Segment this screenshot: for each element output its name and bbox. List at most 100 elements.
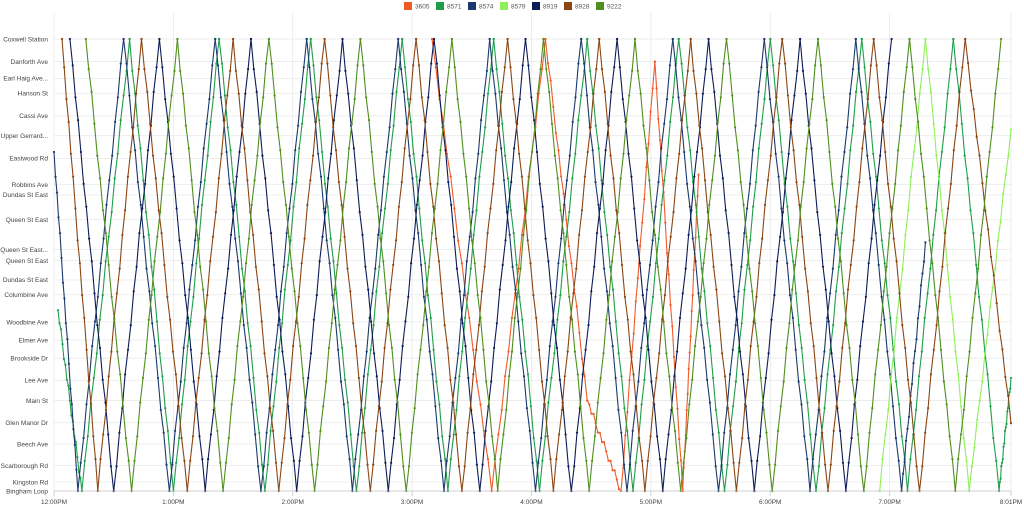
stop-point xyxy=(161,375,164,378)
legend-item-8919[interactable]: 8919 xyxy=(532,2,558,11)
stop-point xyxy=(701,92,705,95)
stop-point xyxy=(837,265,841,268)
stop-point xyxy=(312,64,315,67)
stop-point xyxy=(971,316,974,319)
legend-item-8579[interactable]: 8579 xyxy=(500,2,526,11)
stop-point xyxy=(488,37,491,41)
stop-point xyxy=(281,350,284,353)
stop-point xyxy=(93,122,96,125)
stop-point xyxy=(609,154,612,157)
stop-point xyxy=(129,324,132,327)
stop-point xyxy=(461,322,464,325)
stop-point xyxy=(650,380,653,383)
stop-point xyxy=(791,288,794,291)
stop-point xyxy=(279,149,282,152)
legend-item-8574[interactable]: 8574 xyxy=(468,2,494,11)
stop-point xyxy=(500,90,503,93)
stop-point xyxy=(761,237,764,240)
stop-point xyxy=(162,177,165,180)
stop-point xyxy=(93,320,97,323)
stop-point xyxy=(522,233,525,236)
legend-item-9222[interactable]: 9222 xyxy=(596,2,622,11)
stop-point xyxy=(332,119,335,122)
stop-point xyxy=(170,94,173,97)
stop-point xyxy=(901,324,904,327)
stop-point xyxy=(887,62,890,65)
stop-point xyxy=(955,124,958,127)
stop-point xyxy=(93,292,96,295)
stop-point xyxy=(957,458,960,461)
legend-label: 8574 xyxy=(479,4,494,11)
stop-point xyxy=(457,465,461,468)
stop-point xyxy=(139,401,142,404)
stop-point xyxy=(372,352,376,355)
stop-point xyxy=(795,181,798,184)
stop-point xyxy=(886,350,889,353)
stop-point xyxy=(430,62,433,65)
stop-point xyxy=(515,120,518,123)
stop-point xyxy=(145,267,148,270)
stop-point xyxy=(64,322,67,325)
stop-point xyxy=(703,290,706,293)
stop-point xyxy=(516,292,519,295)
stop-point xyxy=(238,150,241,154)
stop-point xyxy=(352,147,355,150)
stop-point xyxy=(475,380,478,383)
stop-point xyxy=(449,175,452,178)
stop-point xyxy=(579,405,582,408)
stop-point xyxy=(98,346,102,349)
stop-point xyxy=(846,182,849,185)
stop-point xyxy=(252,68,255,71)
stop-point xyxy=(626,411,629,414)
stop-point xyxy=(877,207,881,210)
stop-point xyxy=(887,408,890,411)
stop-point xyxy=(968,350,971,353)
stop-point xyxy=(974,292,977,295)
legend-item-8928[interactable]: 8928 xyxy=(564,2,590,11)
stop-point xyxy=(469,407,472,410)
stop-point xyxy=(656,265,659,268)
stop-point xyxy=(691,378,694,381)
stop-point xyxy=(354,458,357,461)
stop-point xyxy=(575,431,579,434)
stop-point xyxy=(368,316,371,319)
stop-point xyxy=(823,407,826,410)
stop-point xyxy=(940,209,944,212)
stop-point xyxy=(892,350,896,353)
stop-point xyxy=(310,463,313,466)
trip-line xyxy=(53,151,79,492)
stop-point xyxy=(565,179,569,182)
stop-point xyxy=(715,288,718,291)
stop-label: Kingston Rd xyxy=(13,479,49,486)
stop-point xyxy=(209,120,212,123)
stop-point xyxy=(455,408,458,411)
stop-point xyxy=(769,154,772,157)
stop-point xyxy=(460,262,463,265)
stop-point xyxy=(667,433,670,436)
stop-point xyxy=(555,458,558,461)
stop-point xyxy=(435,62,438,65)
stop-point xyxy=(569,316,572,319)
stop-point xyxy=(845,324,848,327)
stop-point xyxy=(992,437,995,440)
legend-item-3605[interactable]: 3605 xyxy=(404,2,430,11)
stop-point xyxy=(972,232,975,235)
stop-point xyxy=(739,181,742,184)
stop-point xyxy=(266,463,269,466)
stop-point xyxy=(652,401,655,404)
legend-item-8571[interactable]: 8571 xyxy=(436,2,462,11)
stop-point xyxy=(218,37,221,41)
stop-point xyxy=(869,64,873,67)
series-lines xyxy=(52,37,1013,493)
stop-point xyxy=(334,149,338,152)
stop-point xyxy=(678,316,682,319)
trip-line xyxy=(672,38,720,492)
stop-point xyxy=(292,345,295,348)
stop-point xyxy=(510,350,514,353)
stop-point xyxy=(904,439,908,442)
stop-point xyxy=(856,378,859,381)
trip-line xyxy=(552,38,600,492)
stop-point xyxy=(289,239,292,242)
stop-point xyxy=(999,220,1002,223)
stop-point xyxy=(892,237,895,240)
